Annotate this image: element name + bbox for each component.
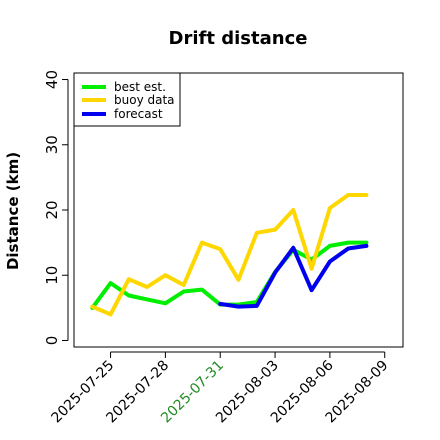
series-layer [90,193,369,317]
y-axis-label: Distance (km) [4,152,22,270]
y-tick-label: 30 [43,135,61,154]
y-tick-label: 10 [43,266,61,285]
y-tick-label: 20 [43,200,61,219]
x-axis: 2025-07-252025-07-282025-07-312025-08-03… [49,351,392,426]
series-line-buoy-data [90,193,369,317]
legend-label-best-est: best est. [114,80,166,94]
series-line-best-est [90,240,369,310]
y-tick-label: 0 [43,336,61,346]
chart-title: Drift distance [169,28,308,49]
legend: best est. buoy data forecast [73,72,181,127]
legend-label-buoy-data: buoy data [114,93,175,107]
y-axis: 0 10 20 30 40 [43,70,69,346]
y-tick-label: 40 [43,70,61,89]
plot-area [73,72,404,348]
legend-label-forecast: forecast [114,107,163,121]
series-line-forecast [218,243,369,309]
